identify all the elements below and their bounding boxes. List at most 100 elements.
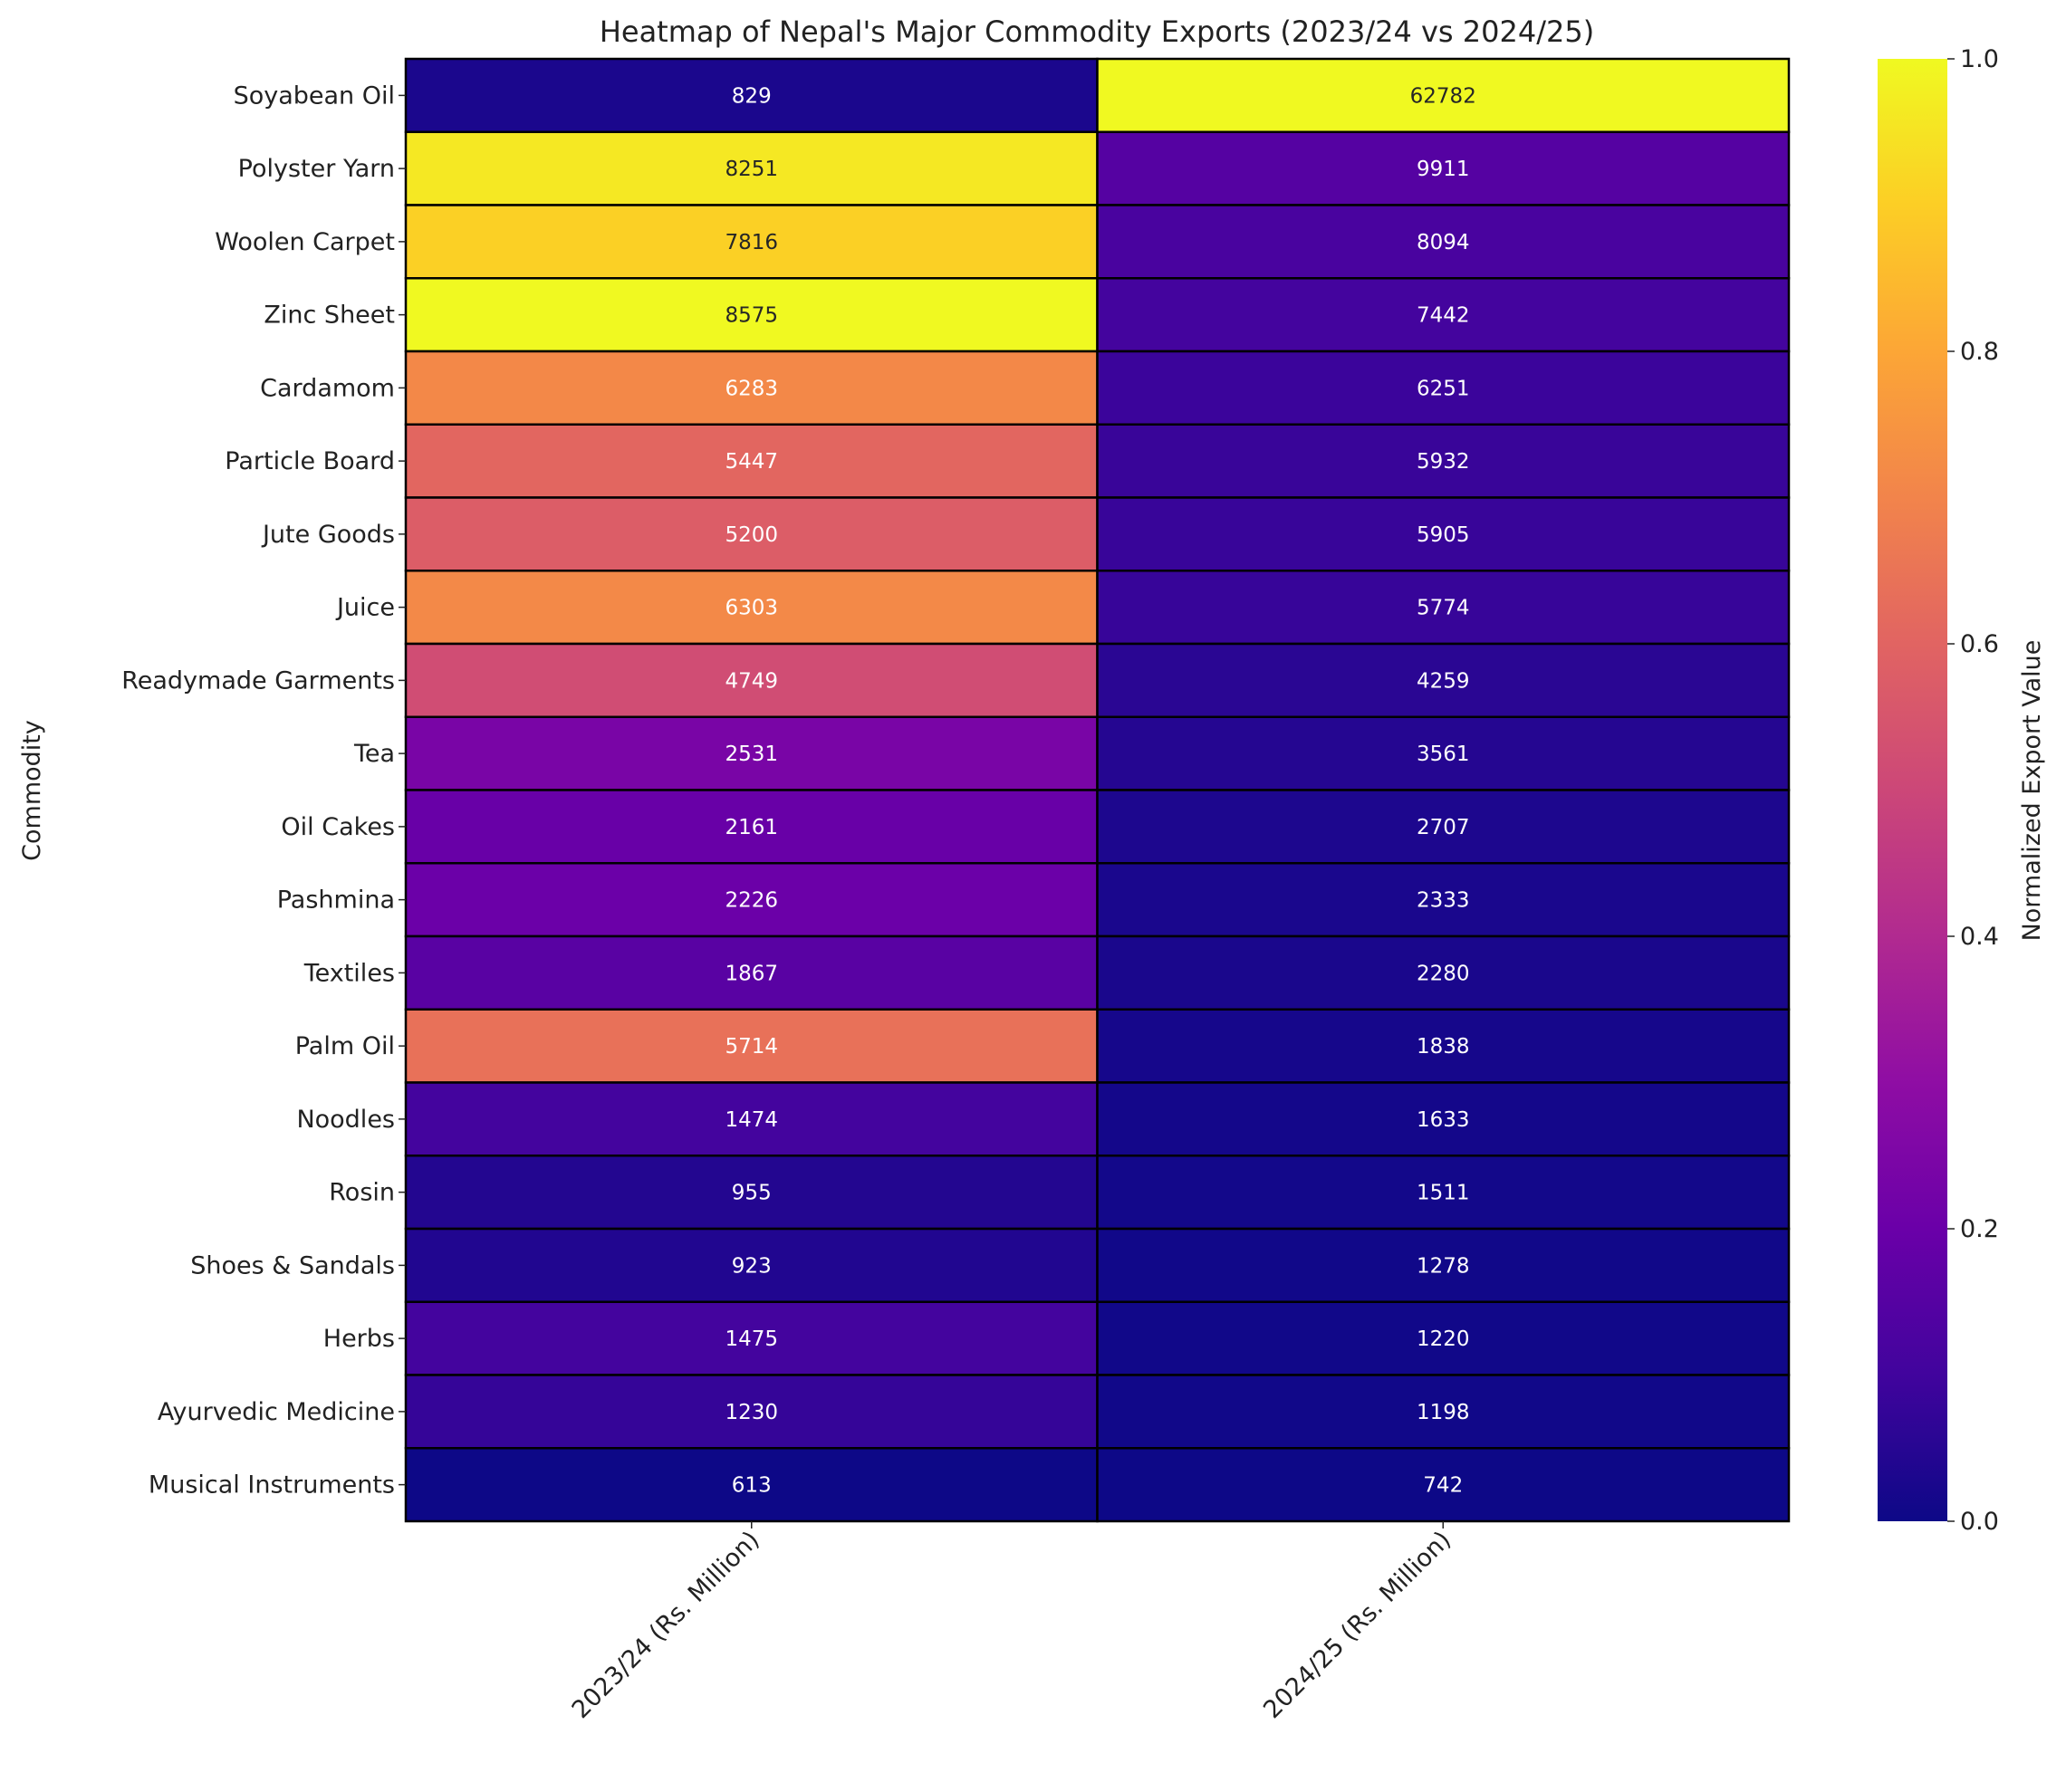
- cell-value-label: 8094: [1417, 231, 1470, 254]
- cell-value-label: 742: [1423, 1474, 1463, 1498]
- y-tick-label: Readymade Garments: [121, 666, 395, 695]
- cell-value-label: 6251: [1417, 377, 1470, 400]
- cell-value-label: 613: [732, 1474, 772, 1498]
- cell-value-label: 4749: [725, 669, 778, 693]
- heatmap-cell: [404, 1447, 1099, 1523]
- heatmap-cell: [1096, 350, 1791, 426]
- heatmap-cell: [404, 715, 1099, 791]
- heatmap-cell: [1096, 1300, 1791, 1376]
- heatmap-cell: [404, 934, 1099, 1011]
- y-tick-label: Jute Goods: [261, 521, 395, 549]
- cell-value-label: 2226: [725, 889, 778, 913]
- cell-value-label: 2280: [1417, 962, 1470, 985]
- cell-value-label: 829: [732, 84, 772, 108]
- colorbar-ticks: 0.0 0.2 0.4 0.6 0.8 1.0: [1947, 45, 1999, 1536]
- chart-title: Heatmap of Nepal's Major Commodity Expor…: [600, 14, 1594, 49]
- y-tick-label: Cardamom: [260, 374, 395, 402]
- y-axis-label: Commodity: [18, 720, 46, 861]
- heatmap-cell: [1096, 642, 1791, 718]
- heatmap-cell: [1096, 570, 1791, 646]
- x-tick-labels: 2023/24 (Rs. Million) 2024/25 (Rs. Millio…: [567, 1521, 1456, 1724]
- heatmap-cell: [404, 1374, 1099, 1450]
- heatmap-cell: [1096, 423, 1791, 499]
- y-tick-label: Palm Oil: [295, 1032, 395, 1060]
- colorbar-tick-label: 1.0: [1960, 45, 1999, 73]
- heatmap-cell: [1096, 1447, 1791, 1523]
- cell-value-label: 923: [732, 1254, 772, 1278]
- y-tick-label: Oil Cakes: [281, 813, 395, 841]
- cell-value-label: 4259: [1417, 669, 1470, 693]
- y-tick-label: Herbs: [323, 1325, 395, 1353]
- heatmap-cell: [404, 862, 1099, 938]
- heatmap-cell: [404, 789, 1099, 865]
- y-tick-label: Soyabean Oil: [234, 81, 395, 110]
- cell-value-label: 2161: [725, 816, 778, 839]
- colorbar-label: Normalized Export Value: [2018, 640, 2046, 942]
- cell-value-label: 8575: [725, 304, 778, 328]
- cell-value-label: 5447: [725, 450, 778, 474]
- cell-value-label: 1838: [1417, 1035, 1470, 1059]
- cell-value-label: 1867: [725, 962, 778, 985]
- y-tick-label: Pashmina: [277, 886, 395, 915]
- heatmap-cell: [1096, 862, 1791, 938]
- cell-value-label: 1220: [1417, 1327, 1470, 1351]
- heatmap-cell: [404, 130, 1099, 206]
- cell-value-label: 8251: [725, 158, 778, 181]
- heatmap-cell: [404, 1081, 1099, 1157]
- cell-value-label: 2333: [1417, 889, 1470, 913]
- colorbar-tick-label: 0.4: [1960, 923, 1999, 951]
- cell-value-label: 3561: [1417, 743, 1470, 766]
- cell-value-label: 1511: [1417, 1182, 1470, 1205]
- y-tick-label: Rosin: [329, 1179, 395, 1207]
- heatmap-cell: [1096, 204, 1791, 280]
- y-tick-labels: Soyabean Oil Polyster Yarn Woolen Carpet Zi…: [121, 81, 406, 1500]
- colorbar-tick-label: 0.2: [1960, 1215, 1999, 1243]
- heatmap-cell: [404, 1155, 1099, 1231]
- cell-value-label: 6303: [725, 597, 778, 620]
- heatmap-cells: 829 62782 8251 9911 7816 8094 8575 7442 6283 6251…: [404, 57, 1791, 1523]
- y-tick-label: Zinc Sheet: [264, 302, 395, 330]
- cell-value-label: 5905: [1417, 523, 1470, 547]
- cell-value-label: 1198: [1417, 1401, 1470, 1424]
- cell-value-label: 7442: [1417, 304, 1470, 328]
- heatmap-cell: [404, 1008, 1099, 1084]
- heatmap-cell: [1096, 715, 1791, 791]
- colorbar-tick-label: 0.0: [1960, 1508, 1999, 1536]
- y-tick-label: Tea: [353, 740, 395, 768]
- y-tick-label: Musical Instruments: [149, 1471, 395, 1500]
- cell-value-label: 1633: [1417, 1108, 1470, 1132]
- heatmap-cell: [404, 57, 1099, 133]
- cell-value-label: 1278: [1417, 1254, 1470, 1278]
- cell-value-label: 1230: [725, 1401, 778, 1424]
- heatmap-cell: [1096, 130, 1791, 206]
- heatmap-cell: [1096, 1008, 1791, 1084]
- heatmap-cell: [1096, 934, 1791, 1011]
- y-tick-label: Juice: [335, 594, 395, 622]
- cell-value-label: 1474: [725, 1108, 778, 1132]
- y-tick-label: Ayurvedic Medicine: [158, 1398, 395, 1426]
- cell-value-label: 1475: [725, 1327, 778, 1351]
- y-tick-label: Textiles: [303, 959, 395, 987]
- heatmap-cell: [1096, 277, 1791, 353]
- heatmap-cell: [1096, 789, 1791, 865]
- heatmap-cell: [1096, 57, 1791, 133]
- cell-value-label: 5200: [725, 523, 778, 547]
- cell-value-label: 2707: [1417, 816, 1470, 839]
- cell-value-label: 5932: [1417, 450, 1470, 474]
- y-tick-label: Polyster Yarn: [238, 155, 395, 183]
- heatmap-cell: [1096, 496, 1791, 572]
- cell-value-label: 955: [732, 1182, 772, 1205]
- x-tick-label: 2024/25 (Rs. Million): [1258, 1526, 1456, 1724]
- y-tick-label: Shoes & Sandals: [190, 1251, 395, 1279]
- x-tick-label: 2023/24 (Rs. Million): [567, 1526, 765, 1724]
- cell-value-label: 5714: [725, 1035, 778, 1059]
- cell-value-label: 9911: [1417, 158, 1470, 181]
- colorbar: [1878, 59, 1947, 1521]
- heatmap-cell: [1096, 1081, 1791, 1157]
- y-tick-label: Noodles: [296, 1106, 395, 1134]
- cell-value-label: 5774: [1417, 597, 1470, 620]
- cell-value-label: 6283: [725, 377, 778, 400]
- y-tick-label: Particle Board: [225, 447, 395, 475]
- cell-value-label: 62782: [1410, 84, 1476, 108]
